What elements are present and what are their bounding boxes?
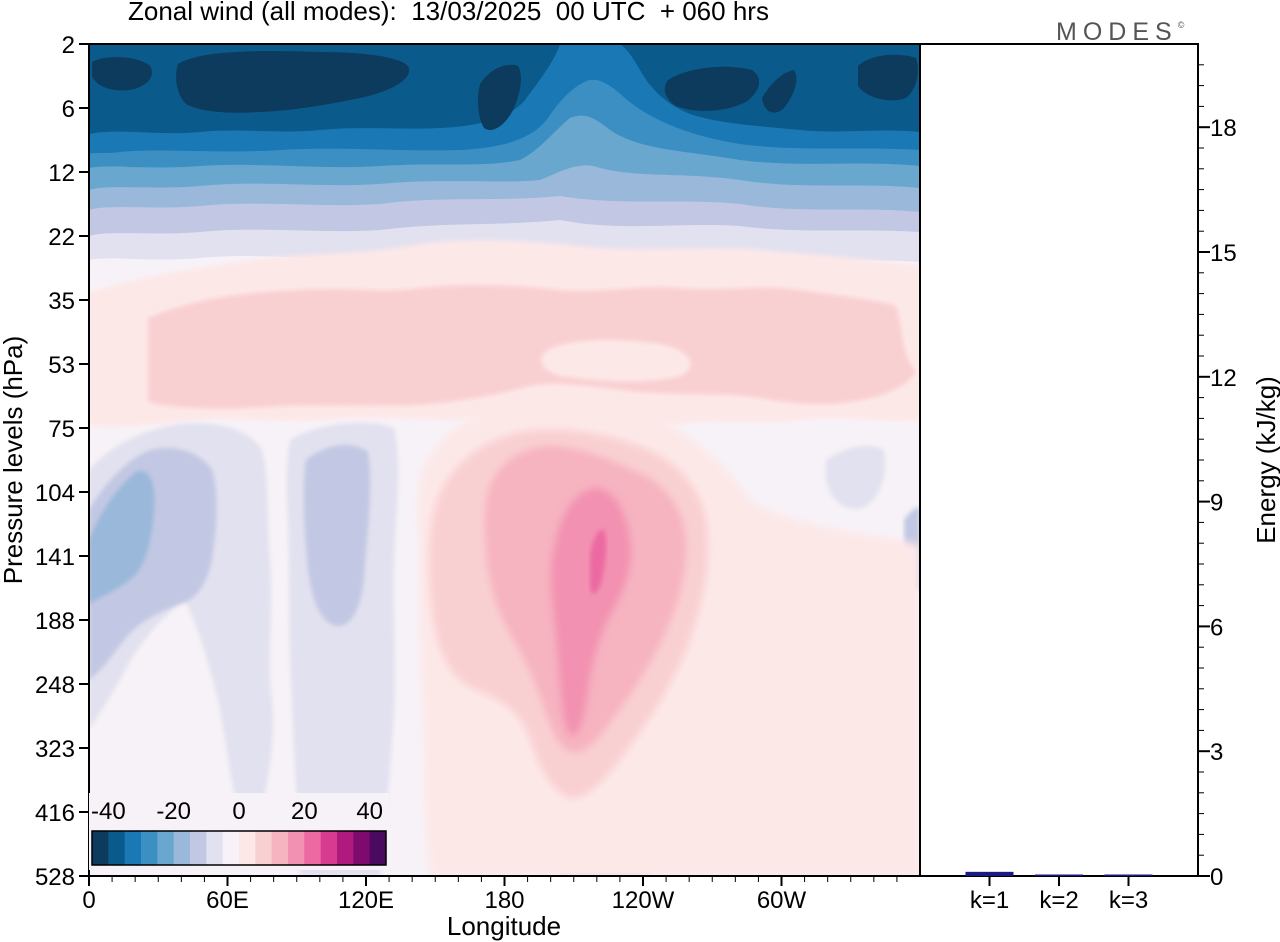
colorbar-swatch [369, 831, 387, 865]
easterly-core-5 [762, 70, 797, 113]
x-tick-label: 180 [484, 887, 524, 914]
easterly-core-1 [92, 57, 152, 91]
y-tick-label: 2 [62, 32, 75, 59]
energy-tick-label: 3 [1210, 739, 1223, 766]
energy-x-tick-label: k=3 [1109, 887, 1148, 914]
energy-x-tick-label: k=2 [1039, 887, 1078, 914]
jet-core [590, 529, 607, 594]
energy-tick-label: 0 [1210, 864, 1223, 891]
colorbar-frame [91, 830, 387, 866]
x-tick-label: 0 [82, 887, 95, 914]
colorbar-swatch [353, 831, 371, 865]
energy-frame [919, 43, 1199, 877]
page-title: Zonal wind (all modes): 13/03/2025 00 UT… [128, 0, 769, 26]
energy-bar [965, 871, 1014, 876]
jet-band-3 [551, 488, 631, 736]
y-tick-label: 6 [62, 96, 75, 123]
colorbar-swatch [92, 831, 109, 865]
x-axis-label: Longitude [447, 911, 561, 941]
colorbar-tick-label: 20 [291, 798, 318, 825]
colorbar-swatch [206, 831, 224, 865]
x-tick-label: 60W [757, 887, 807, 914]
y-axis-label: Pressure levels (hPa) [0, 336, 28, 585]
colorbar-swatch [304, 831, 322, 865]
y-tick-label: 35 [48, 288, 75, 315]
heatmap-area [89, 44, 920, 876]
y-tick-label: 528 [35, 864, 75, 891]
blue-region-west-core [89, 470, 155, 604]
y-tick-label: 188 [35, 608, 75, 635]
colorbar-swatch [173, 831, 191, 865]
colorbar-swatch [124, 831, 142, 865]
blue-region-east [826, 445, 886, 509]
energy-tick-label: 6 [1210, 614, 1223, 641]
y-tick-label: 141 [35, 544, 75, 571]
y-tick-label: 323 [35, 736, 75, 763]
pink-gap [541, 340, 691, 382]
energy-bar [1035, 874, 1083, 876]
energy-bar [1104, 874, 1153, 876]
pink-band [148, 284, 916, 409]
brand-logo: MODES© [1056, 18, 1184, 47]
y-tick-label: 416 [35, 800, 75, 827]
colorbar-tick-label: -40 [91, 798, 126, 825]
y-tick-label: 248 [35, 672, 75, 699]
y-tick-label: 12 [48, 160, 75, 187]
colorbar-tick-label: 40 [356, 798, 383, 825]
colorbar-swatch [157, 831, 175, 865]
colorbar-swatch [271, 831, 289, 865]
colorbar-swatch [222, 831, 240, 865]
x-tick-label: 120W [612, 887, 675, 914]
colorbar-swatch [288, 831, 305, 865]
colorbar-swatch [255, 831, 273, 865]
y-tick-label: 104 [35, 480, 75, 507]
brand-mark: © [1177, 20, 1185, 30]
energy-tick-label: 18 [1210, 115, 1237, 142]
colorbar-swatch [108, 831, 126, 865]
easterly-core-2 [176, 51, 410, 113]
brand-text: MODES [1056, 18, 1178, 46]
energy-axis-label: Energy (kJ/kg) [1251, 376, 1280, 544]
colorbar-swatch [141, 831, 158, 865]
easterly-core-6 [858, 54, 918, 101]
x-tick-label: 60E [206, 887, 249, 914]
colorbar-swatch [320, 831, 338, 865]
energy-tick-label: 9 [1210, 490, 1223, 517]
colorbar-swatch [337, 831, 354, 865]
easterly-core-3 [477, 64, 521, 131]
colorbar-swatch [239, 831, 256, 865]
energy-x-tick-label: k=1 [970, 887, 1009, 914]
x-tick-label: 120E [338, 887, 394, 914]
y-tick-label: 53 [48, 352, 75, 379]
energy-tick-label: 12 [1210, 365, 1237, 392]
easterly-core-4 [664, 66, 760, 111]
colorbar-swatch [190, 831, 207, 865]
blue-region-central-inner [303, 445, 371, 627]
y-tick-label: 75 [48, 416, 75, 443]
y-tick-label: 22 [48, 224, 75, 251]
energy-tick-label: 15 [1210, 240, 1237, 267]
colorbar-tick-label: -20 [156, 798, 191, 825]
colorbar-tick-label: 0 [232, 798, 245, 825]
